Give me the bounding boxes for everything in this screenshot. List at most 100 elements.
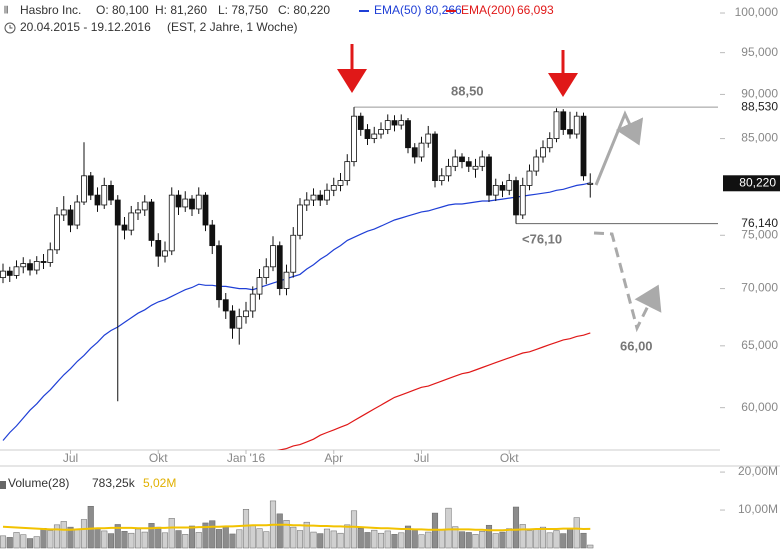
price-lines [2,182,591,450]
candle-body [465,161,472,167]
candle-body [425,133,432,144]
volume-bar [337,532,344,549]
volume-bar [479,531,486,549]
volume-bar [539,526,547,549]
candle-body [587,182,594,185]
candle-body [391,120,398,126]
volume-bar [310,531,317,549]
candle-body [121,224,128,231]
candle-body [283,271,290,289]
volume-bar [566,528,574,549]
volume-bar [121,531,128,549]
volume-tick-label: 10,00M [738,502,778,516]
candle-body [324,189,330,201]
header: ⫴ Hasbro Inc. O: 80,100 H: 81,260 L: 78,… [4,3,554,34]
candle-body [479,156,486,167]
volume-bar [411,530,418,549]
volume-bar [404,525,412,549]
candle-body [6,270,13,276]
y-tick-label: 85,000 [741,131,778,145]
volume-bar [344,524,351,549]
volume-bar [40,528,47,549]
level-label: 76,140 [741,216,778,230]
candle-body [344,161,351,181]
candle-body [270,245,276,268]
high: H: 81,260 [155,3,207,17]
candle-body [405,120,411,149]
candle-body [330,185,337,191]
annotation: <76,10 [522,231,562,246]
candle-body [290,234,297,273]
candle-body [533,156,540,172]
x-tick-label: Apr [324,451,343,465]
ema-line [276,332,591,450]
x-tick-label: Jul [63,451,78,465]
candle-body [486,156,492,196]
candle-body [263,266,270,279]
candle-body [108,185,114,201]
symbol: Hasbro Inc. [20,3,81,17]
volume-bar [202,522,209,549]
candle-body [74,201,81,226]
candle-body [526,170,533,186]
candle-body [580,115,587,177]
volume-bar [357,528,364,549]
volume-bar [87,505,94,549]
candle-body [384,120,391,130]
volume-bar [276,513,283,549]
volume-bar [398,532,405,549]
volume-average: 5,02M [143,476,176,490]
ema50-value: 80,266 [425,3,462,17]
level-label: 88,530 [741,99,778,113]
candle-body [236,316,243,329]
volume-bar [553,530,560,549]
volume-bar [364,532,371,549]
volume-bar [26,538,34,549]
volume-bar [317,533,324,549]
y-tick-label: 65,000 [741,338,778,352]
volume-bar [94,528,101,549]
volume-icon [0,481,6,489]
candle-body [256,277,263,295]
volume-bar [573,517,580,549]
legend-ema200: EMA(200) [461,3,515,17]
projection-up [594,110,644,186]
candle-body [560,111,567,130]
candle-body [101,185,108,206]
candle-body [128,212,135,231]
volume-bar [182,534,189,549]
volume-bar [377,532,385,549]
candle-body [141,201,148,211]
volume-bar [6,537,13,549]
last-price-label: 80,220 [739,175,776,189]
candle-body [371,133,378,139]
candle-body [202,194,209,226]
volume-bar [141,531,148,549]
volume-bar [492,533,499,549]
volume-bar [20,534,27,549]
volume-bar [587,544,594,549]
candle-body [540,147,546,158]
volume-bar [242,509,250,549]
volume-bar [580,532,587,549]
volume-bar [134,528,142,549]
candle-body [135,209,141,214]
clock-icon [4,22,16,34]
y-tick-label: 100,000 [735,5,779,19]
volume-bar [418,534,425,549]
clock-hands [9,25,13,29]
candle-body [567,129,573,135]
candle-body [249,293,256,312]
candle-body [67,209,74,226]
volume-bar [330,530,337,549]
candle-body [519,185,526,216]
candle-body [438,175,445,181]
candle-body [432,133,438,181]
candle-body [94,194,101,206]
volume-bar [296,530,304,549]
volume-bar [107,533,115,549]
candle-body [189,198,195,210]
volume-title: Volume(28) [8,476,69,490]
